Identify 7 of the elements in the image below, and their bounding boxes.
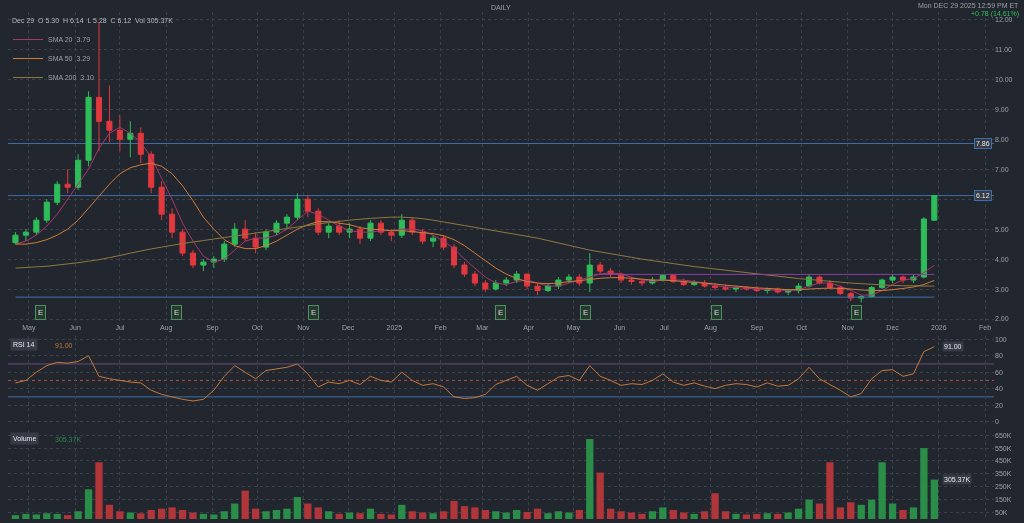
annotation: E: [583, 308, 589, 317]
annotation: E: [38, 308, 44, 317]
annotation: E: [174, 308, 180, 317]
annotation: E: [714, 308, 720, 317]
annotation: E: [311, 308, 317, 317]
annotation: E: [854, 308, 860, 317]
annotation: E: [498, 308, 504, 317]
